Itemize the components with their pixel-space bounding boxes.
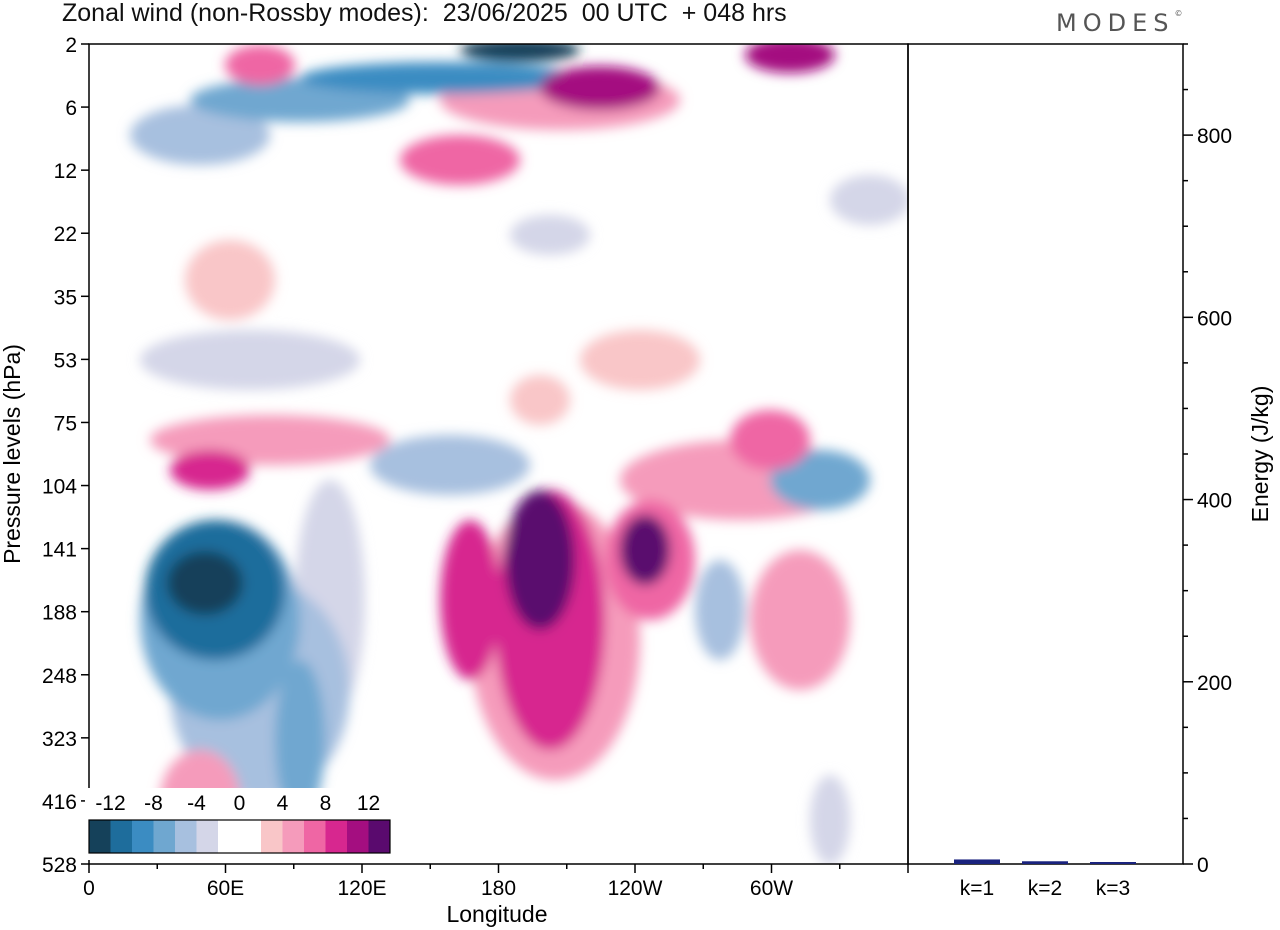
colorbar-label: 4 (277, 792, 289, 815)
energy-tick-label: 0 (1197, 854, 1209, 877)
energy-bar-k=3 (1090, 862, 1136, 864)
energy-category-label: k=3 (1096, 877, 1130, 900)
energy-tick-label: 800 (1197, 125, 1232, 148)
wind-contour-26 (440, 520, 500, 680)
wind-contour-24 (225, 45, 295, 85)
pressure-tick-label: 248 (42, 665, 77, 688)
pressure-axis: 2 6 12 22 35 53 75 104 141 188 248 323 416 528 (42, 34, 89, 877)
wind-contour-35 (505, 490, 575, 630)
energy-category-label: k=2 (1028, 877, 1062, 900)
pressure-tick-label: 416 (42, 791, 77, 814)
energy-category-label: k=1 (960, 877, 994, 900)
wind-contour-4 (140, 330, 360, 390)
colorbar-swatch (110, 820, 132, 853)
longitude-tick-label: 0 (83, 877, 95, 900)
energy-bars: k=1 k=2 k=3 (954, 859, 1136, 900)
colorbar-swatch (89, 820, 111, 853)
modes-logo: MODES© (1056, 9, 1182, 37)
energy-bar-k=1 (954, 859, 1000, 864)
colorbar: -12 -8 -4 0 4 8 12 (85, 788, 394, 860)
energy-tick-label: 200 (1197, 672, 1232, 695)
energy-axis: 0 200 400 600 800 (1183, 43, 1232, 877)
pressure-tick-label: 323 (42, 728, 77, 751)
colorbar-swatch (261, 820, 283, 853)
chart-title: Zonal wind (non-Rossby modes): 23/06/202… (62, 0, 787, 27)
heatmap-field (130, 44, 908, 864)
energy-frame (907, 43, 1184, 865)
longitude-axis: 0 60E 120E 180 120W 60W (83, 864, 909, 900)
colorbar-swatch (175, 820, 197, 853)
longitude-tick-label: 120E (337, 877, 386, 900)
colorbar-swatch (304, 820, 326, 853)
colorbar-frame (88, 819, 391, 854)
logo-text: MODES (1056, 9, 1175, 37)
wind-contour-18 (400, 135, 520, 185)
colorbar-swatch (368, 820, 390, 853)
colorbar-swatch (282, 820, 304, 853)
wind-contour-9 (130, 105, 270, 165)
logo-mark: © (1174, 9, 1183, 18)
y-axis-label: Pressure levels (hPa) (0, 344, 25, 564)
colorbar-label: 8 (320, 792, 332, 815)
wind-contour-22 (770, 450, 870, 510)
colorbar-label: -4 (187, 792, 206, 815)
wind-contour-10 (370, 435, 530, 495)
wind-contour-30 (540, 66, 660, 110)
wind-contour-31 (745, 44, 835, 73)
pressure-tick-label: 188 (42, 602, 77, 625)
wind-contour-36 (167, 551, 243, 615)
longitude-tick-label: 180 (481, 877, 516, 900)
wind-contour-29 (170, 450, 250, 490)
colorbar-swatch (218, 820, 240, 853)
longitude-tick-label: 120W (608, 877, 663, 900)
colorbar-label: -12 (95, 792, 125, 815)
colorbar-swatch (239, 820, 261, 853)
pressure-tick-label: 104 (42, 476, 77, 499)
wind-contour-33 (620, 515, 670, 585)
wind-contour-1 (510, 215, 590, 255)
pressure-tick-label: 75 (54, 412, 77, 435)
pressure-tick-label: 2 (65, 34, 77, 57)
colorbar-swatch (196, 820, 218, 853)
colorbar-swatch (325, 820, 347, 853)
x-axis-label: Longitude (446, 901, 547, 927)
wind-contour-7 (510, 375, 570, 425)
colorbar-swatch (347, 820, 369, 853)
wind-contour-14 (750, 550, 850, 690)
colorbar-swatch (132, 820, 154, 853)
wind-contour-27 (300, 62, 580, 94)
longitude-tick-label: 60E (207, 877, 244, 900)
colorbar-label: 0 (234, 792, 246, 815)
energy-bar-k=2 (1022, 861, 1068, 864)
wind-contour-6 (580, 330, 700, 390)
colorbar-label: 12 (357, 792, 380, 815)
pressure-tick-label: 22 (54, 223, 77, 246)
colorbar-swatch (153, 820, 175, 853)
wind-contour-5 (185, 240, 275, 320)
wind-contour-20 (275, 660, 325, 820)
pressure-tick-label: 53 (54, 349, 77, 372)
energy-axis-label: Energy (J/kg) (1247, 386, 1273, 523)
energy-tick-label: 400 (1197, 490, 1232, 513)
pressure-tick-label: 141 (42, 539, 77, 562)
longitude-tick-label: 60W (750, 877, 793, 900)
pressure-tick-label: 35 (54, 286, 77, 309)
wind-contour-34 (460, 44, 580, 62)
energy-tick-label: 600 (1197, 307, 1232, 330)
wind-contour-11 (695, 560, 745, 660)
wind-contour-25 (730, 410, 810, 470)
wind-contour-2 (830, 175, 908, 225)
pressure-tick-label: 6 (65, 97, 77, 120)
wind-contour-0 (810, 775, 850, 864)
pressure-tick-label: 12 (54, 160, 77, 183)
pressure-tick-label: 528 (42, 854, 77, 877)
colorbar-label: -8 (144, 792, 163, 815)
